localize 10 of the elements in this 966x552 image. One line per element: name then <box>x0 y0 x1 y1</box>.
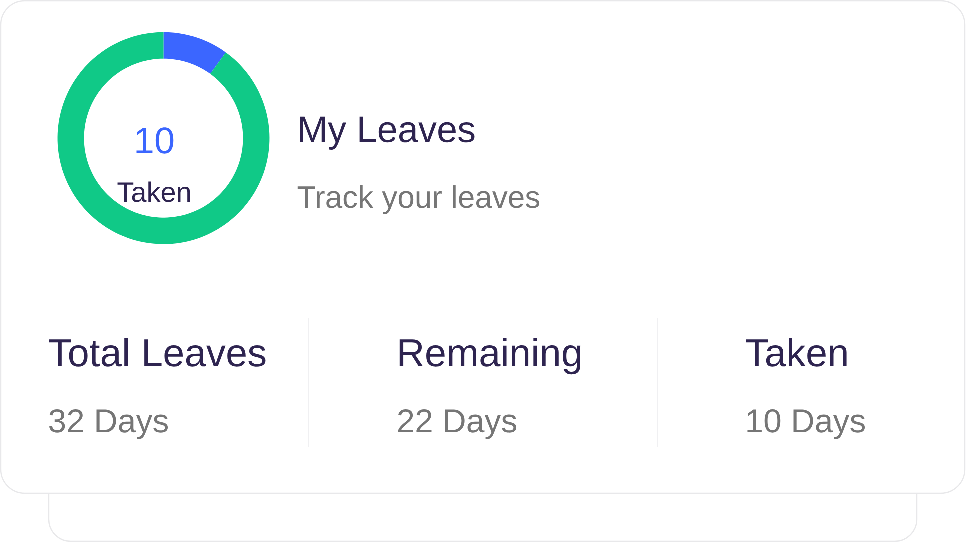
text: Remaining <box>400 338 581 375</box>
text: 10 <box>136 128 174 154</box>
text: Total Leaves <box>49 338 266 367</box>
text: Taken <box>118 182 190 202</box>
text: 10 Days <box>748 409 866 440</box>
text: My Leaves <box>300 116 475 150</box>
text: 22 Days <box>398 409 517 440</box>
text: Taken <box>746 338 847 367</box>
text: Track your leaves <box>298 186 540 214</box>
text: 32 Days <box>49 409 168 440</box>
